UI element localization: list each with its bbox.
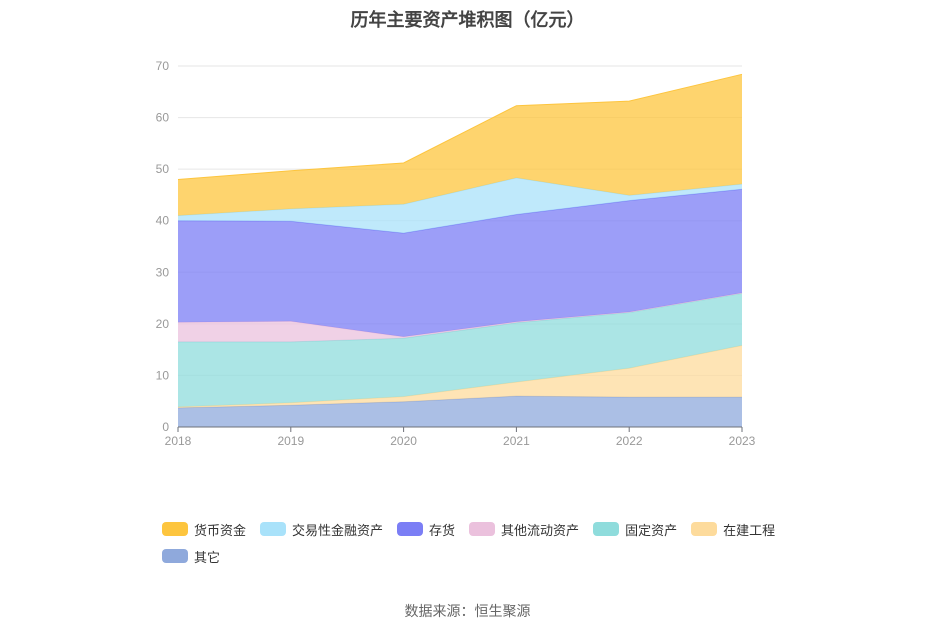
legend: 货币资金 交易性金融资产 存货 其他流动资产 固定资产 在建工程其它	[162, 520, 802, 574]
legend-item[interactable]: 交易性金融资产	[260, 520, 383, 538]
x-tick-label: 2019	[277, 434, 304, 448]
legend-swatch	[593, 522, 620, 536]
x-tick-label: 2022	[616, 434, 643, 448]
legend-item[interactable]: 存货	[397, 520, 455, 538]
legend-label: 货币资金	[194, 522, 247, 538]
legend-item[interactable]: 固定资产	[593, 520, 677, 538]
legend-swatch	[260, 522, 287, 536]
legend-label: 在建工程	[723, 522, 776, 538]
legend-item[interactable]: 其他流动资产	[469, 520, 579, 538]
area-series	[178, 189, 742, 337]
y-tick-label: 0	[162, 420, 169, 434]
legend-item[interactable]: 在建工程	[691, 520, 775, 538]
x-tick-label: 2021	[503, 434, 530, 448]
y-tick-label: 30	[156, 265, 170, 279]
legend-swatch	[162, 549, 188, 563]
axes: 0 10 20 30 40 50 60 70 2018 2019 2020 2021 2022 2023	[156, 59, 756, 448]
legend-swatch	[162, 522, 188, 536]
legend-item[interactable]: 其它	[162, 547, 220, 565]
area-series	[178, 177, 742, 234]
data-source: 数据来源：恒生聚源	[404, 603, 531, 619]
legend-label: 其他流动资产	[501, 522, 580, 538]
x-tick-label: 2023	[729, 434, 756, 448]
y-tick-label: 40	[156, 214, 170, 228]
area-series-line	[177, 73, 743, 180]
area-series	[178, 396, 742, 427]
y-tick-label: 50	[156, 162, 170, 176]
y-tick-label: 20	[156, 317, 170, 331]
area-series	[178, 293, 742, 407]
area-series	[178, 345, 742, 408]
legend-swatch	[397, 522, 424, 536]
series-areas	[177, 73, 743, 427]
x-tick-label: 2018	[165, 434, 192, 448]
y-tick-label: 10	[156, 368, 170, 382]
area-series	[178, 292, 742, 342]
legend-label: 固定资产	[625, 522, 678, 538]
area-series	[178, 74, 742, 216]
legend-label: 交易性金融资产	[292, 522, 384, 538]
y-tick-label: 70	[156, 59, 170, 73]
x-tick-label: 2020	[390, 434, 417, 448]
y-tick-label: 60	[156, 111, 170, 125]
chart-title: 历年主要资产堆积图（亿元）	[350, 10, 585, 30]
legend-swatch	[469, 522, 496, 536]
legend-label: 其它	[194, 549, 221, 565]
legend-label: 存货	[429, 522, 456, 538]
legend-item[interactable]: 货币资金	[162, 520, 246, 538]
stacked-area-chart: 0 10 20 30 40 50 60 70 2018 2019 2020 2021 2022 2023	[156, 59, 756, 448]
legend-swatch	[691, 522, 718, 536]
